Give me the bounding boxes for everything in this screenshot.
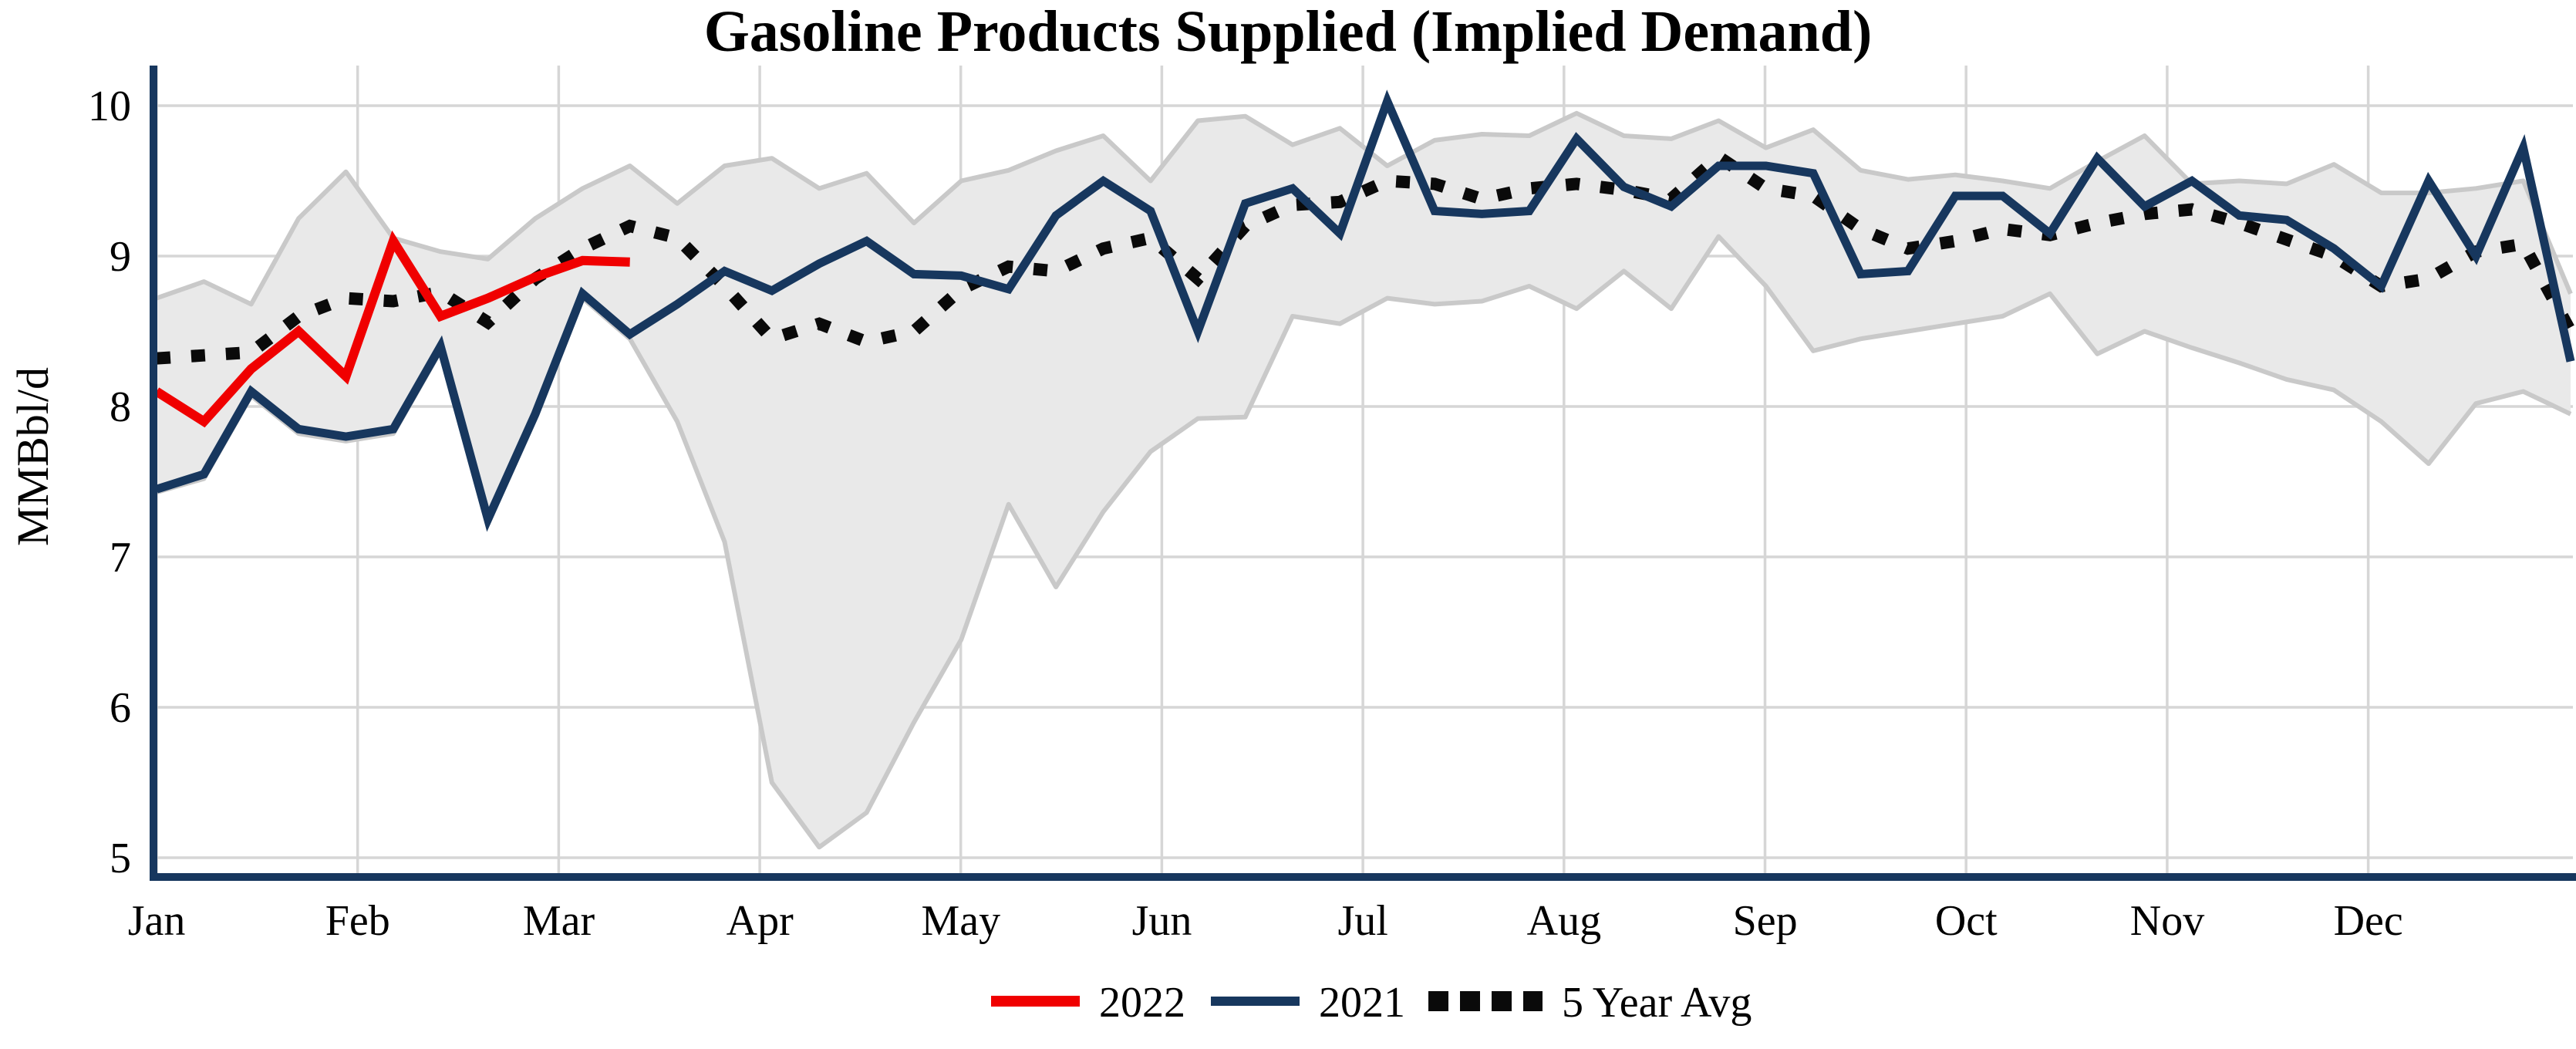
x-tick-label-jan: Jan bbox=[128, 897, 186, 945]
x-tick-label-may: May bbox=[921, 897, 1000, 945]
y-tick-label-10: 10 bbox=[88, 83, 131, 130]
y-tick-label-7: 7 bbox=[110, 534, 131, 582]
y-tick-label-5: 5 bbox=[110, 835, 131, 882]
x-tick-label-oct: Oct bbox=[1935, 897, 1998, 945]
y-axis-title: MMBbl/d bbox=[8, 367, 58, 546]
five-year-range-fill bbox=[157, 113, 2571, 848]
x-tick-label-feb: Feb bbox=[325, 897, 390, 945]
legend-label-5yr-avg: 5 Year Avg bbox=[1562, 979, 1752, 1027]
line-2021 bbox=[155, 89, 2575, 532]
x-tick-label-mar: Mar bbox=[523, 897, 595, 945]
x-tick-label-sep: Sep bbox=[1733, 897, 1798, 945]
x-tick-label-dec: Dec bbox=[2334, 897, 2403, 945]
legend-label-2021: 2021 bbox=[1319, 979, 1405, 1027]
series-lines bbox=[153, 89, 2576, 532]
y-tick-label-9: 9 bbox=[110, 233, 131, 281]
legend-label-2022: 2022 bbox=[1099, 979, 1185, 1027]
y-tick-label-6: 6 bbox=[110, 684, 131, 732]
y-tick-labels: 10 9 8 7 6 5 bbox=[88, 83, 131, 882]
x-tick-label-apr: Apr bbox=[727, 897, 794, 945]
y-tick-label-8: 8 bbox=[110, 383, 131, 431]
line-2022 bbox=[153, 230, 630, 428]
legend: 2022 2021 5 Year Avg bbox=[991, 979, 1752, 1027]
x-tick-label-aug: Aug bbox=[1527, 897, 1601, 945]
x-tick-label-nov: Nov bbox=[2130, 897, 2204, 945]
x-tick-label-jul: Jul bbox=[1338, 897, 1388, 945]
five-year-range-max-line bbox=[156, 110, 2573, 307]
x-tick-labels: Jan Feb Mar Apr May Jun Jul Aug Sep Oct Nov Dec bbox=[128, 897, 2403, 945]
chart-title: Gasoline Products Supplied (Implied Dema… bbox=[704, 0, 1873, 64]
x-tick-label-jun: Jun bbox=[1132, 897, 1192, 945]
